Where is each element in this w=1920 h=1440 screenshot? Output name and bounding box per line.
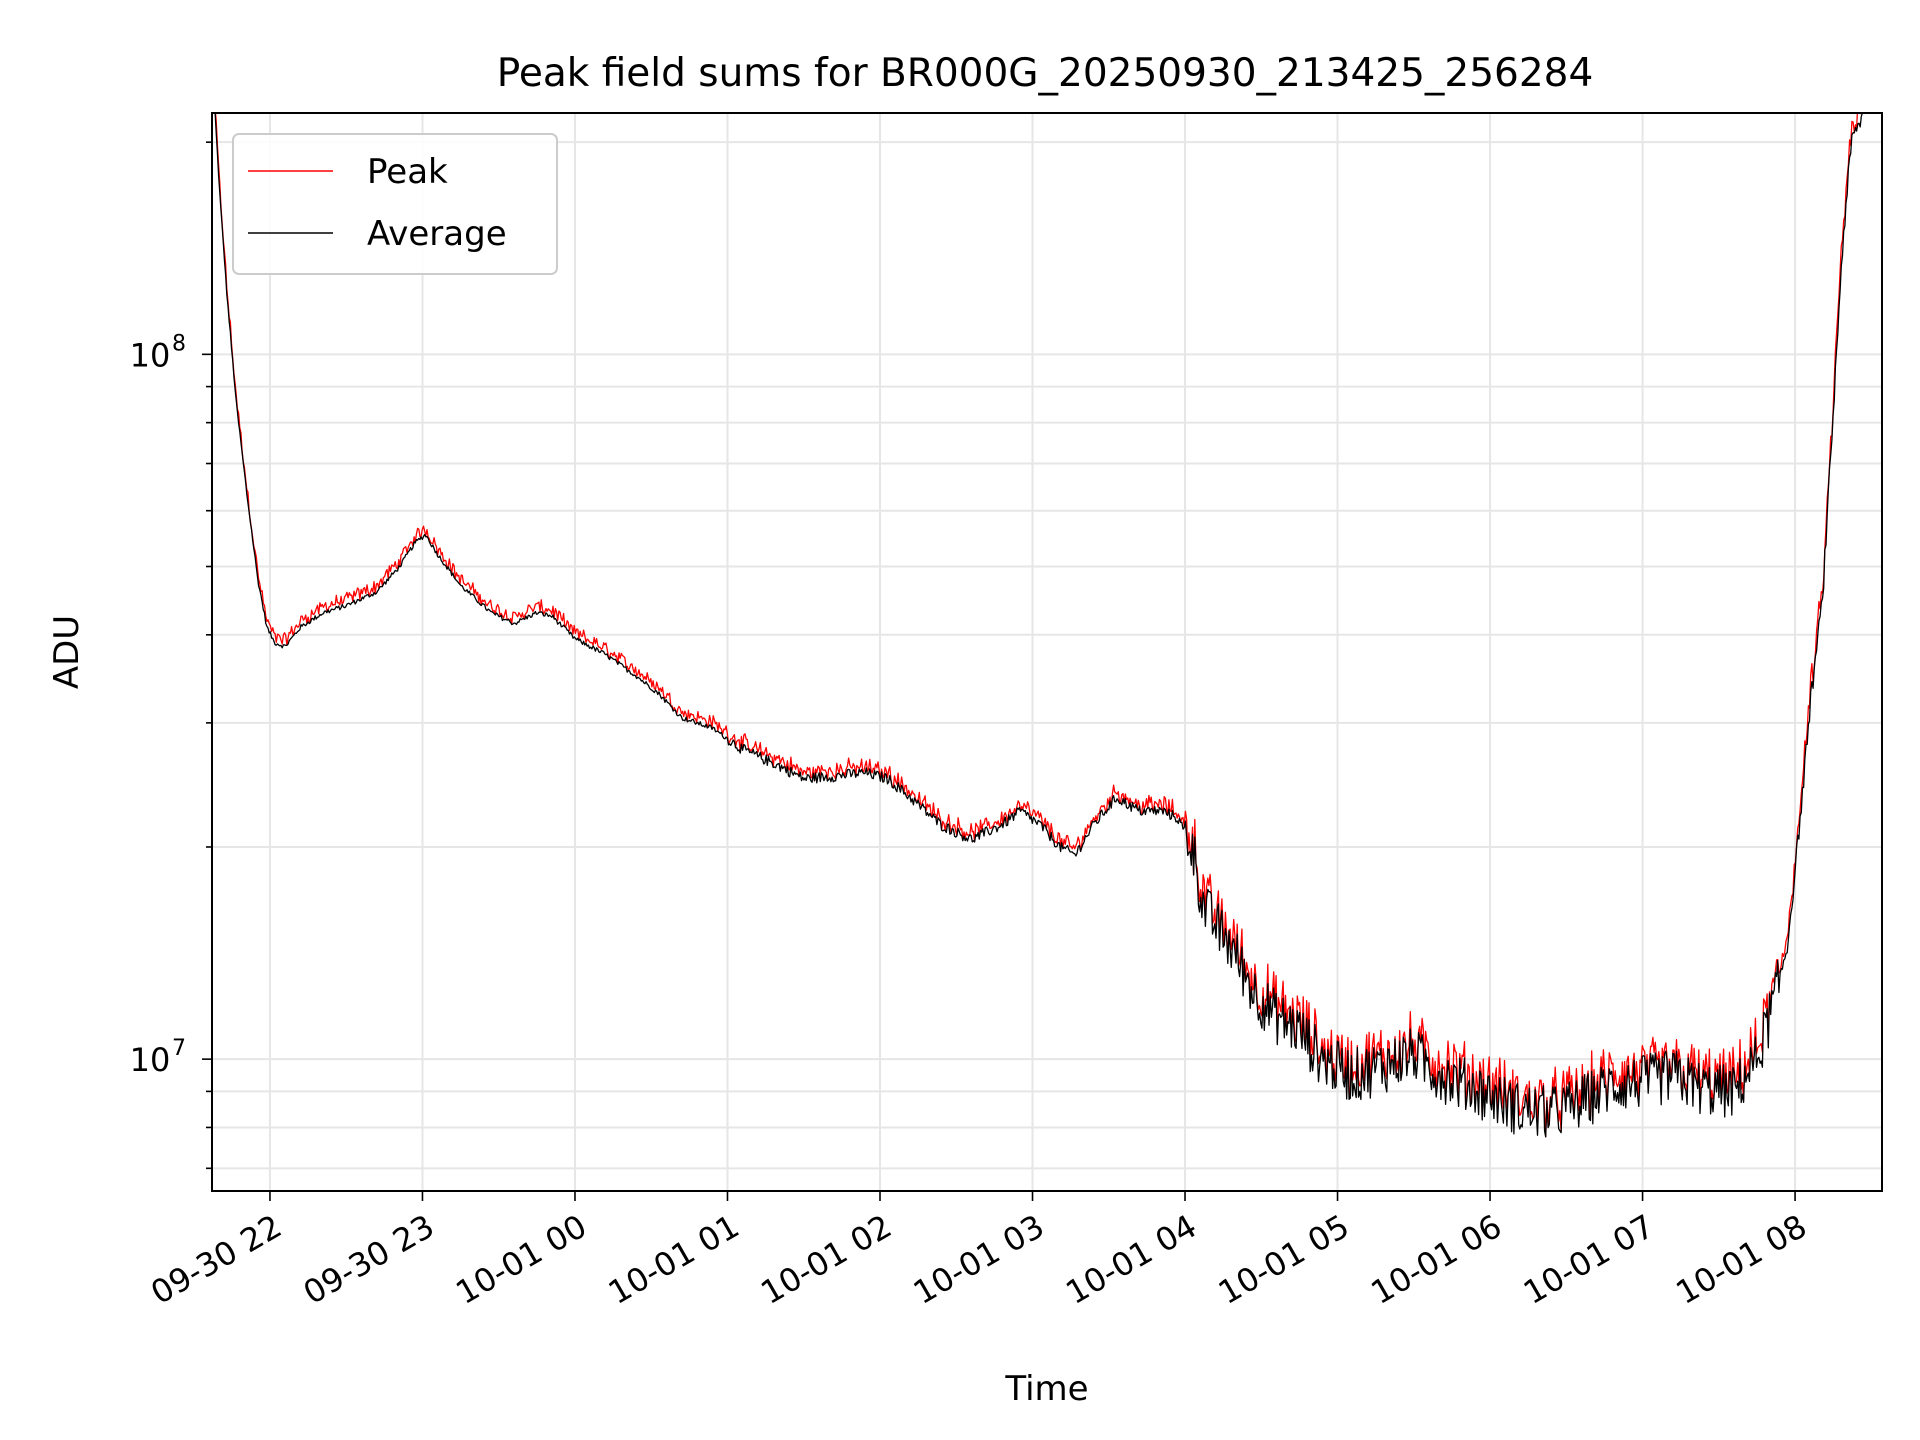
legend: Peak Average (233, 134, 557, 274)
y-tick-label: 10 (130, 336, 171, 374)
x-axis-label: Time (1004, 1369, 1088, 1409)
y-tick-label-exponent: 7 (172, 1036, 186, 1061)
chart: Peak field sums for BR000G_20250930_2134… (0, 0, 1920, 1440)
legend-peak-label: Peak (367, 152, 448, 192)
legend-average-label: Average (367, 214, 507, 254)
chart-title: Peak field sums for BR000G_20250930_2134… (497, 51, 1594, 96)
y-tick-label-exponent: 8 (172, 331, 186, 356)
y-axis-label: ADU (47, 615, 87, 689)
y-tick-label: 10 (130, 1041, 171, 1079)
